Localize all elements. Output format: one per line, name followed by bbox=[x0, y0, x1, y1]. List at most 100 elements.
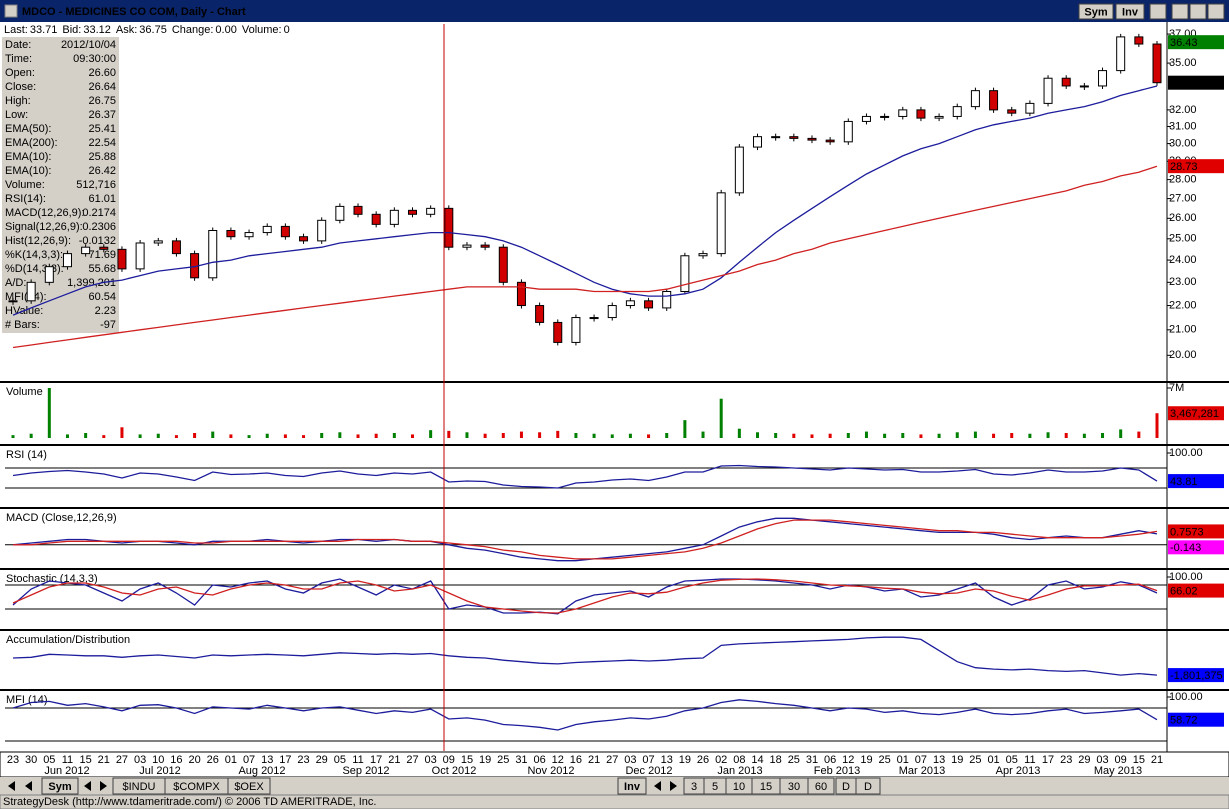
candle bbox=[607, 305, 617, 319]
x-tick-label: 26 bbox=[207, 754, 219, 766]
info-label: %K(14,3,3): bbox=[5, 249, 63, 261]
window-control[interactable] bbox=[1207, 3, 1225, 20]
x-tick-label: 08 bbox=[733, 754, 745, 766]
info-value: 0.2306 bbox=[82, 221, 116, 233]
value-marker bbox=[1168, 668, 1224, 683]
toolbar-button[interactable] bbox=[1078, 3, 1114, 20]
x-tick-label: 01 bbox=[987, 754, 999, 766]
interval-button[interactable] bbox=[807, 777, 835, 795]
toolbar-button[interactable] bbox=[1115, 3, 1145, 20]
panel-title: Volume bbox=[6, 386, 43, 398]
nav-arrow[interactable] bbox=[670, 781, 677, 791]
y-tick-label: 35.00 bbox=[1169, 57, 1197, 69]
candle bbox=[1061, 77, 1071, 87]
info-label: High: bbox=[5, 95, 31, 107]
y-tick-label: 7M bbox=[1169, 382, 1184, 394]
panel-title: MACD (Close,12,26,9) bbox=[6, 512, 117, 524]
x-tick-label: 16 bbox=[570, 754, 582, 766]
panel-title: MFI (14) bbox=[6, 694, 48, 706]
candle bbox=[753, 136, 763, 148]
volume-bar bbox=[610, 434, 614, 438]
candle bbox=[898, 109, 908, 117]
interval-button-label[interactable]: 10 bbox=[733, 781, 745, 793]
value-marker-label: 36.43 bbox=[1170, 37, 1198, 49]
x-tick-label: 23 bbox=[7, 754, 19, 766]
month-label: Jan 2013 bbox=[717, 765, 762, 777]
info-label: Open: bbox=[5, 67, 35, 79]
series-line bbox=[12, 85, 1158, 316]
y-tick-label: 22.00 bbox=[1169, 299, 1197, 311]
toolbar-button-label[interactable]: Sym bbox=[1084, 6, 1107, 18]
info-label: %D(14,3,3): bbox=[5, 263, 64, 275]
info-label: A/D: bbox=[5, 277, 26, 289]
quote-value: 33.71 bbox=[30, 24, 58, 36]
interval-button-label[interactable]: D bbox=[864, 781, 872, 793]
candle bbox=[389, 209, 399, 225]
candle bbox=[644, 300, 654, 309]
interval-button-label[interactable]: 60 bbox=[815, 781, 827, 793]
nav-arrow[interactable] bbox=[100, 781, 107, 791]
title-bar bbox=[0, 0, 1229, 22]
x-tick-label: 12 bbox=[842, 754, 854, 766]
candle bbox=[662, 290, 672, 309]
toolbar-button-label[interactable]: Inv bbox=[1122, 6, 1139, 18]
nav-arrow[interactable] bbox=[654, 781, 661, 791]
nav-arrow[interactable] bbox=[8, 781, 15, 791]
symbol-button[interactable] bbox=[41, 777, 79, 795]
info-value: 25.41 bbox=[88, 123, 116, 135]
volume-bar bbox=[447, 430, 451, 438]
candle bbox=[262, 225, 272, 234]
value-marker-label: 58.72 bbox=[1170, 715, 1198, 727]
volume-bar bbox=[429, 430, 433, 438]
x-tick-label: 17 bbox=[279, 754, 291, 766]
interval-button-label[interactable]: 5 bbox=[712, 781, 718, 793]
x-tick-label: 09 bbox=[1115, 754, 1127, 766]
value-marker-label: 43.81 bbox=[1170, 476, 1198, 488]
volume-bar bbox=[828, 433, 832, 438]
candle bbox=[62, 253, 72, 268]
volume-bar bbox=[1101, 433, 1105, 438]
x-tick-label: 03 bbox=[1096, 754, 1108, 766]
x-tick-label: 20 bbox=[188, 754, 200, 766]
month-label: Apr 2013 bbox=[996, 765, 1041, 777]
info-label: Hist(12,26,9): bbox=[5, 235, 71, 247]
x-tick-label: 31 bbox=[806, 754, 818, 766]
candle bbox=[1134, 36, 1144, 45]
interval-button-label[interactable]: 15 bbox=[760, 781, 772, 793]
candle bbox=[716, 192, 726, 255]
interval-button-label[interactable]: Inv bbox=[624, 781, 641, 793]
candle bbox=[1098, 70, 1108, 87]
window-control[interactable] bbox=[1171, 3, 1189, 20]
volume-bar bbox=[84, 433, 88, 438]
interval-button[interactable] bbox=[855, 777, 881, 795]
interval-button-label[interactable]: D bbox=[842, 781, 850, 793]
symbol-tab-label[interactable]: $COMPX bbox=[173, 781, 220, 793]
x-tick-label: 25 bbox=[969, 754, 981, 766]
candle bbox=[1043, 77, 1053, 104]
candle bbox=[8, 300, 18, 303]
nav-arrow[interactable] bbox=[25, 781, 32, 791]
value-marker bbox=[1168, 474, 1224, 489]
info-label: Close: bbox=[5, 81, 36, 93]
info-label: EMA(200): bbox=[5, 137, 58, 149]
volume-bar bbox=[11, 435, 15, 438]
symbol-tab-label[interactable]: $OEX bbox=[234, 781, 264, 793]
candle bbox=[99, 246, 109, 250]
x-tick-label: 05 bbox=[43, 754, 55, 766]
x-tick-label: 03 bbox=[624, 754, 636, 766]
info-value: 26.64 bbox=[88, 81, 116, 93]
symbol-tab[interactable] bbox=[227, 777, 271, 795]
window-control[interactable] bbox=[1189, 3, 1207, 20]
interval-button-label[interactable]: 3 bbox=[691, 781, 697, 793]
interval-button-label[interactable]: 30 bbox=[788, 781, 800, 793]
chart-background bbox=[0, 22, 1229, 777]
interval-button[interactable] bbox=[617, 777, 647, 795]
value-marker bbox=[1168, 159, 1224, 174]
y-tick-label: 26.00 bbox=[1169, 212, 1197, 224]
symbol-tab-label[interactable]: $INDU bbox=[122, 781, 155, 793]
volume-bar bbox=[302, 435, 306, 438]
window-control[interactable] bbox=[1149, 3, 1167, 20]
nav-arrow[interactable] bbox=[84, 781, 91, 791]
symbol-button-label[interactable]: Sym bbox=[48, 781, 71, 793]
info-value: 55.68 bbox=[88, 263, 116, 275]
